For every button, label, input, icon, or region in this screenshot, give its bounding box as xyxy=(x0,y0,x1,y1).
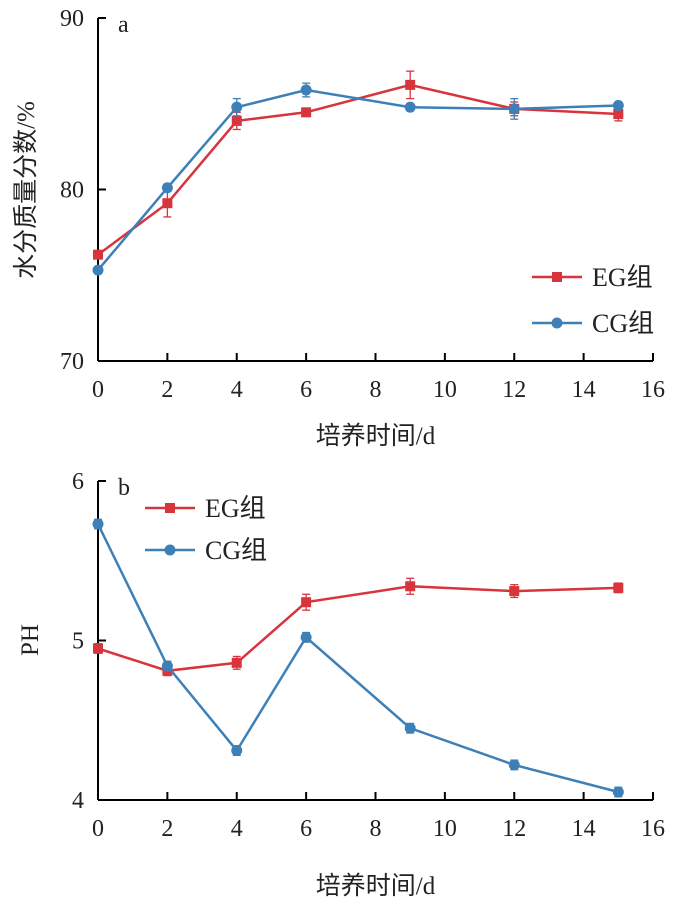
data-point-square xyxy=(301,107,312,118)
data-point-circle xyxy=(161,182,173,194)
series-line xyxy=(97,88,619,271)
legend-marker-square xyxy=(165,503,175,513)
data-point-circle xyxy=(612,99,624,111)
x-axis-title: 培养时间/d xyxy=(316,422,436,450)
data-point-circle xyxy=(231,745,243,757)
x-tick-label: 6 xyxy=(300,377,312,403)
legend-entry: CG组 xyxy=(145,536,267,565)
x-tick-label: 16 xyxy=(641,377,665,403)
data-point-circle xyxy=(404,101,416,113)
x-tick-label: 12 xyxy=(502,816,526,842)
x-axis-title: 培养时间/d xyxy=(316,872,436,900)
x-tick-label: 10 xyxy=(433,816,457,842)
data-point-square xyxy=(231,657,242,668)
x-tick-label: 2 xyxy=(161,377,173,403)
legend-label: EG组 xyxy=(592,263,653,292)
x-tick-label: 10 xyxy=(433,377,457,403)
data-point-circle xyxy=(612,786,624,798)
legend-entry: EG组 xyxy=(145,494,266,523)
y-tick-label: 90 xyxy=(60,6,84,32)
x-tick-label: 0 xyxy=(92,377,104,403)
x-tick-label: 8 xyxy=(370,377,382,403)
data-point-square xyxy=(93,249,103,260)
chart-panel-b: 0 2 4 6 8 10 12 14 16 4 5 6 b 培养时间/d PH EG组 CG组 xyxy=(17,469,665,900)
y-tick-label: 6 xyxy=(72,469,84,495)
legend-label: EG组 xyxy=(205,494,266,523)
data-point-circle xyxy=(92,264,104,276)
legend-marker-circle xyxy=(551,317,563,329)
x-tick-label: 2 xyxy=(161,816,173,842)
legend-entry: EG组 xyxy=(532,263,653,292)
data-point-square xyxy=(93,643,103,654)
data-point-circle xyxy=(300,84,312,96)
data-point-square xyxy=(162,198,173,209)
x-tick-label: 14 xyxy=(572,816,596,842)
y-tick-label: 80 xyxy=(60,178,84,204)
x-tick-label: 6 xyxy=(300,816,312,842)
data-point-circle xyxy=(300,631,312,643)
data-point-circle xyxy=(508,103,520,115)
y-axis-title: 水分质量分数/% xyxy=(12,101,40,279)
series-line xyxy=(96,523,619,794)
x-tick-label: 0 xyxy=(92,816,104,842)
y-tick-label: 70 xyxy=(60,349,84,375)
y-tick-label: 4 xyxy=(72,788,84,814)
data-point-square xyxy=(405,79,416,90)
panel-label: a xyxy=(118,12,129,38)
data-point-square xyxy=(509,586,520,597)
y-axis-title: PH xyxy=(17,624,44,656)
x-tick-label: 4 xyxy=(231,816,243,842)
x-tick-label: 4 xyxy=(231,377,243,403)
panel-label: b xyxy=(118,475,130,501)
data-point-circle xyxy=(161,660,173,672)
x-tick-label: 8 xyxy=(370,816,382,842)
x-tick-label: 14 xyxy=(572,377,596,403)
legend-marker-square xyxy=(552,272,562,282)
series-line xyxy=(97,83,619,256)
data-point-square xyxy=(613,109,624,120)
data-point-circle xyxy=(404,722,416,734)
data-point-circle xyxy=(92,518,104,530)
legend-label: CG组 xyxy=(592,309,654,338)
data-point-square xyxy=(405,581,416,592)
data-point-square xyxy=(231,115,242,126)
data-point-square xyxy=(613,582,624,593)
legend-label: CG组 xyxy=(205,536,267,565)
x-tick-label: 16 xyxy=(641,816,665,842)
legend-entry: CG组 xyxy=(532,309,654,338)
data-point-circle xyxy=(231,101,243,113)
legend-marker-circle xyxy=(164,544,176,556)
series-0 xyxy=(93,577,624,677)
series-1 xyxy=(92,518,624,798)
data-point-square xyxy=(301,597,312,608)
data-point-circle xyxy=(508,759,520,771)
x-tick-label: 12 xyxy=(502,377,526,403)
chart-panel-a: 0 2 4 6 8 10 12 14 16 70 80 90 a 培养时间/d 水分质量分数/% EG组 CG组 xyxy=(12,6,665,450)
series-line xyxy=(97,585,619,673)
series-1 xyxy=(92,82,624,276)
y-tick-label: 5 xyxy=(72,629,84,655)
